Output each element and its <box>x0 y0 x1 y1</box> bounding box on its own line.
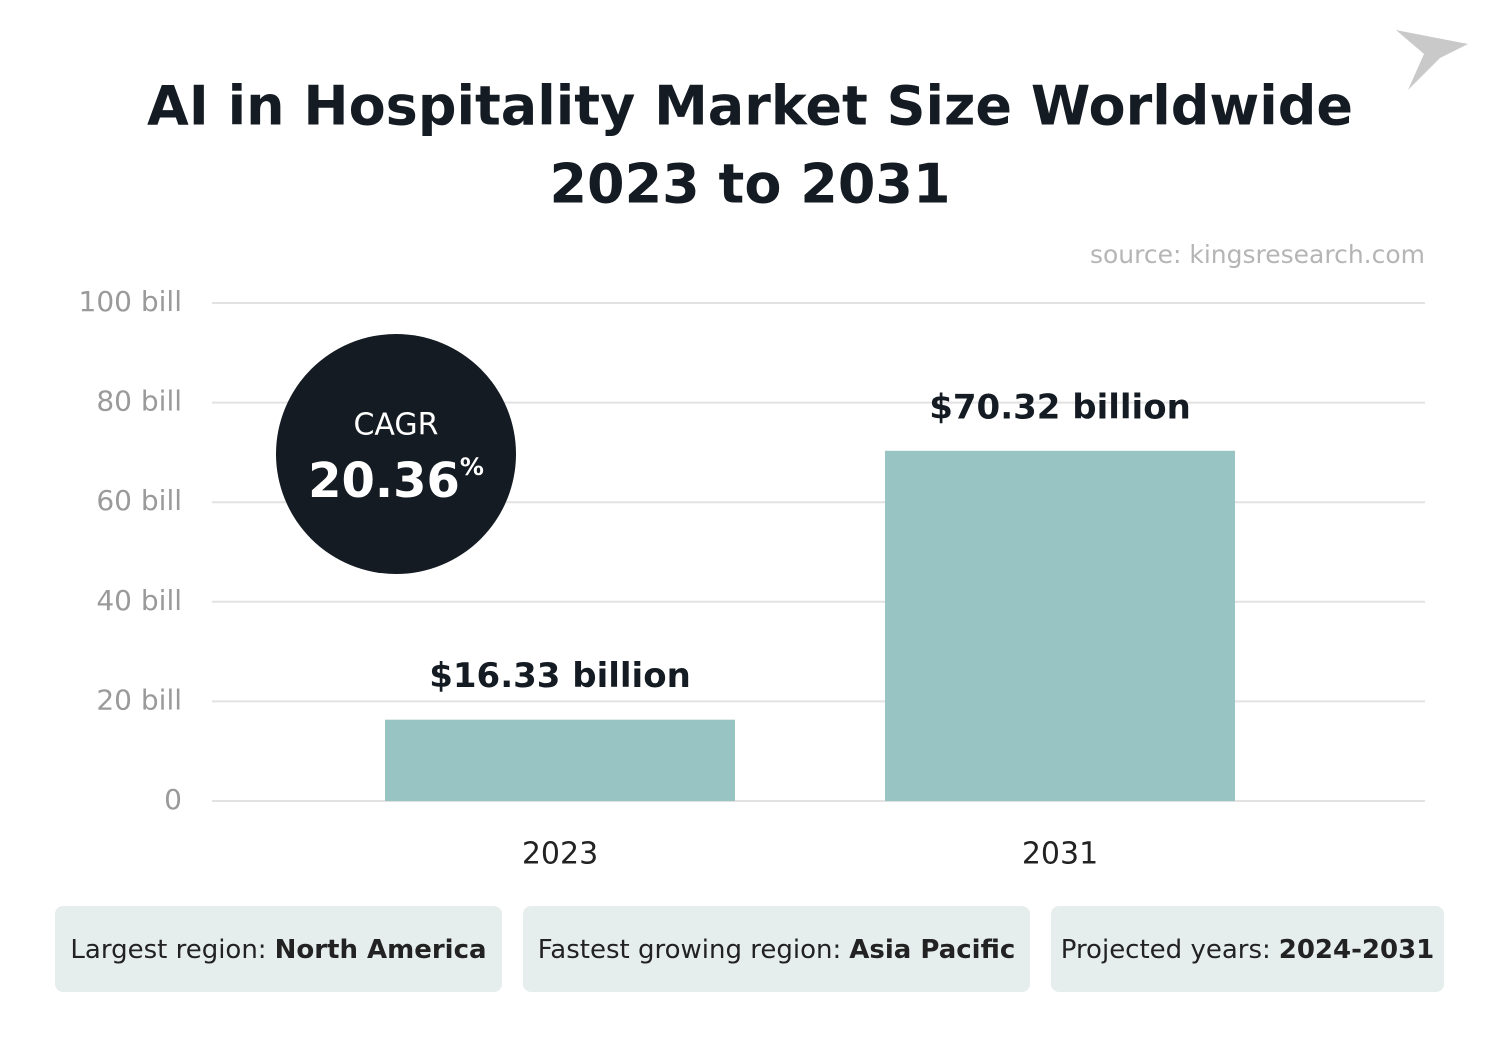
fact-label: Projected years: <box>1061 935 1271 965</box>
y-tick-label: 80 bill <box>96 385 182 418</box>
fact-value: Asia Pacific <box>849 935 1015 965</box>
y-tick-label: 100 bill <box>79 285 182 318</box>
bar <box>385 719 735 801</box>
chart-title: 2023 to 2031 <box>549 153 950 216</box>
source: source: kingsresearch.com <box>1090 240 1425 269</box>
bar <box>885 450 1235 801</box>
y-tick-label: 60 bill <box>96 484 182 517</box>
fact-label: Fastest growing region: <box>538 935 842 965</box>
y-tick-label: 40 bill <box>96 584 182 617</box>
cagr-number: 20.36 <box>308 453 460 509</box>
fact-box <box>523 906 1030 992</box>
fact-label: Largest region: <box>70 935 266 965</box>
x-tick-label: 2031 <box>1022 837 1098 872</box>
value-label: $70.32 billion <box>929 387 1191 427</box>
value-label: $16.33 billion <box>429 656 691 696</box>
cagr-label: CAGR <box>353 408 438 443</box>
y-tick-label: 0 <box>164 783 182 816</box>
fact: Projected years: 2024-2031 <box>1061 935 1435 965</box>
chart-title: AI in Hospitality Market Size Worldwide <box>147 75 1353 138</box>
logo <box>1396 30 1468 90</box>
fact: Fastest growing region: Asia Pacific <box>538 935 1016 965</box>
fact: Largest region: North America <box>70 935 486 965</box>
fact-value: North America <box>275 935 487 965</box>
cagr-badge <box>276 334 516 574</box>
fact-box <box>55 906 502 992</box>
x-tick-label: 2023 <box>522 837 598 872</box>
y-tick-label: 20 bill <box>96 683 182 716</box>
cagr-value: 20.36% <box>308 453 484 509</box>
fact-value: 2024-2031 <box>1279 935 1435 965</box>
fact-box <box>1051 906 1444 992</box>
cagr-unit: % <box>460 453 484 481</box>
